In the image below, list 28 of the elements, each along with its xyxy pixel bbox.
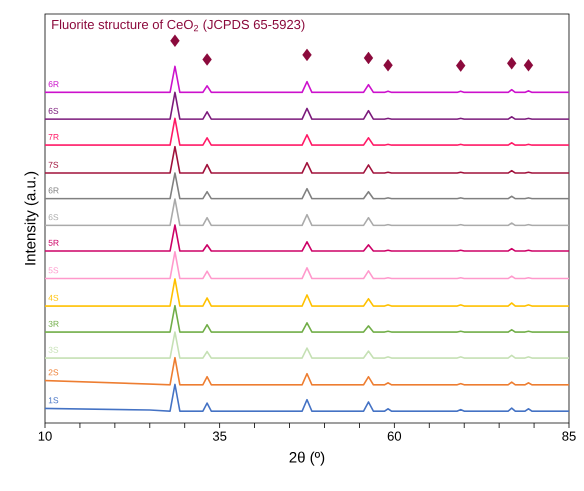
point	[456, 59, 466, 72]
series-label: 3S	[48, 346, 58, 353]
series-label: 6R	[48, 81, 59, 88]
series-label: 4S	[48, 294, 58, 301]
chart-title: Fluorite structure of CeO$_{2}$ (JCPDS 65-5923)	[52, 20, 304, 32]
series-label: 1S	[48, 397, 58, 404]
point	[507, 57, 516, 70]
x-tick-label: 35	[212, 432, 226, 441]
point	[383, 59, 393, 72]
series-label: 6S	[48, 214, 58, 220]
x-tick-label: 10	[38, 432, 52, 441]
series-label: 7S	[48, 162, 58, 168]
x-tick-label: 85	[562, 432, 576, 441]
point	[364, 52, 374, 64]
y-axis-title: Intensity (a.u.)	[24, 172, 38, 265]
point	[302, 48, 312, 62]
series-label: 5R	[48, 240, 59, 246]
point	[170, 34, 180, 47]
series-label: 5S	[48, 267, 58, 274]
series-label: 7R	[48, 134, 59, 140]
series-label: 6R	[48, 187, 59, 194]
x-axis-title: 2θ (º)	[290, 452, 324, 466]
series-label: 2S	[48, 369, 58, 376]
point	[202, 53, 212, 66]
point	[524, 59, 534, 72]
series-label: 6S	[48, 108, 58, 114]
series-label: 3R	[48, 320, 59, 327]
x-tick-label: 60	[388, 432, 402, 441]
